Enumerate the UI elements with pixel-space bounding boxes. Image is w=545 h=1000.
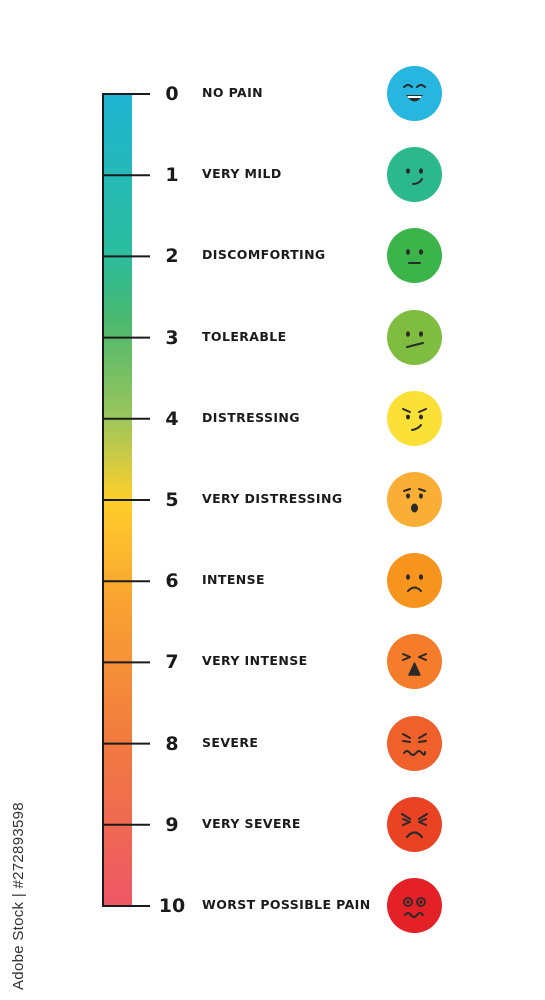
annoyed-face-icon — [387, 390, 442, 446]
level-number-5: 5 — [165, 489, 179, 511]
level-label-3: TOLERABLE — [202, 328, 287, 344]
squint-shout-face-icon — [387, 634, 442, 690]
level-label-5: VERY DISTRESSING — [202, 491, 343, 506]
level-label-4: DISTRESSING — [202, 409, 300, 425]
level-number-9: 9 — [165, 813, 179, 836]
level-number-4: 4 — [165, 407, 179, 430]
level-label-1: VERY MILD — [202, 166, 282, 182]
sad-face-icon — [387, 553, 442, 609]
skeptical-face-icon — [387, 309, 442, 365]
level-number-8: 8 — [165, 732, 179, 755]
level-label-2: DISCOMFORTING — [202, 247, 326, 263]
level-number-6: 6 — [165, 570, 179, 593]
level-number-2: 2 — [165, 245, 179, 268]
neutral-face-icon — [387, 228, 442, 284]
agony-face-icon — [387, 878, 442, 933]
level-number-7: 7 — [165, 651, 179, 674]
level-label-0: NO PAIN — [202, 85, 264, 100]
watermark: Adobe Stock | #272893598 — [6, 760, 32, 990]
level-label-7: VERY INTENSE — [202, 653, 308, 669]
laughing-face-icon — [387, 66, 442, 121]
level-label-9: VERY SEVERE — [202, 815, 301, 831]
smirk-face-icon — [387, 147, 442, 203]
angry-face-icon — [387, 796, 442, 852]
level-number-3: 3 — [165, 326, 179, 349]
wavy-face-icon — [387, 715, 442, 771]
level-number-10: 10 — [158, 895, 186, 917]
level-label-10: WORST POSSIBLE PAIN — [202, 897, 371, 912]
level-number-1: 1 — [165, 164, 179, 187]
level-number-0: 0 — [165, 83, 179, 105]
watermark-text: Adobe Stock | #272893598 — [10, 802, 27, 990]
surprised-face-icon — [387, 472, 442, 527]
level-label-6: INTENSE — [202, 572, 265, 588]
level-label-8: SEVERE — [202, 734, 259, 750]
